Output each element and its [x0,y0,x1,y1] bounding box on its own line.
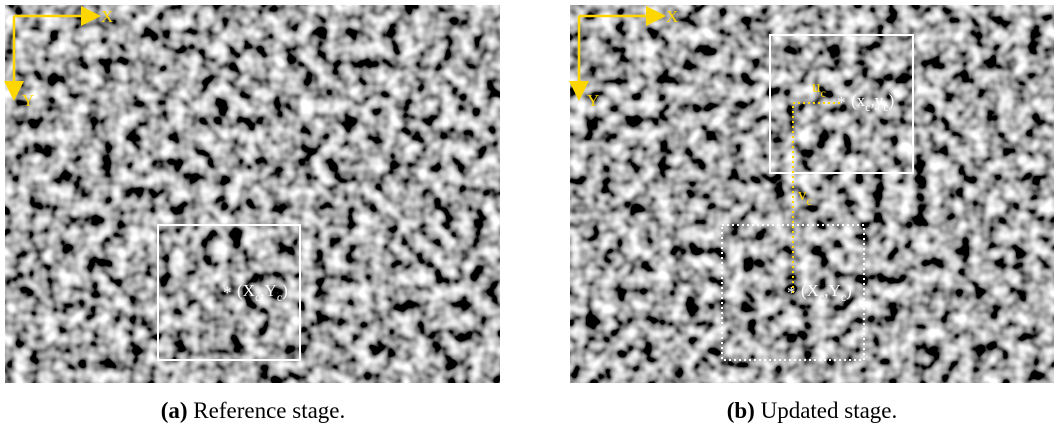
axis-x-label: X [101,7,113,26]
caption: (b) Updated stage. [727,398,898,423]
panel-b: X Y * (xc,yc) uc vc * (Xc,Yc) (b) Update… [570,5,1054,423]
axis-x-label: X [666,7,678,26]
center-star: * [223,283,232,302]
panel-a: X Y * (Xc,Yc) (a) Reference stage. [5,5,500,423]
axis-y-label: Y [22,91,34,110]
axis-y-label: Y [587,91,599,110]
center-star: * [787,283,796,302]
figure: X Y * (Xc,Yc) (a) Reference stage. X Y *… [0,0,1059,432]
center-star: * [837,93,846,112]
speckle-image [5,5,500,383]
caption: (a) Reference stage. [161,398,346,423]
speckle-image [570,5,1054,383]
